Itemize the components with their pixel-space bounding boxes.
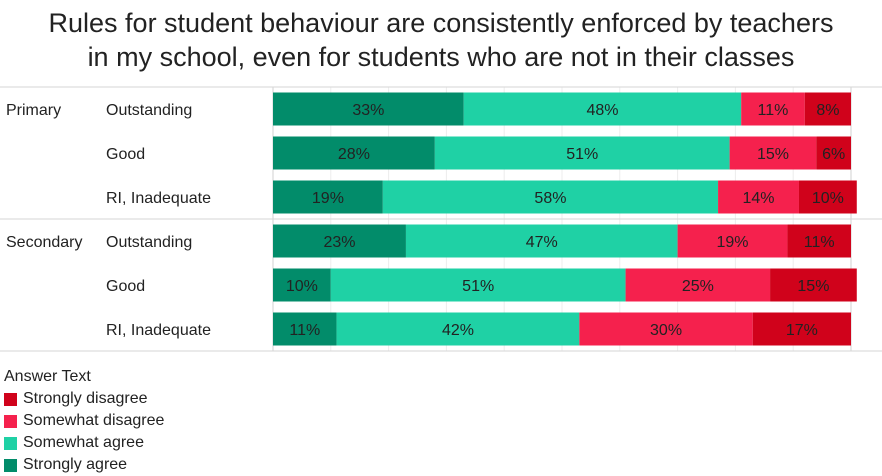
legend-item-strongly-disagree: Strongly disagree	[4, 388, 164, 410]
data-label-strongly-agree: 28%	[338, 146, 370, 163]
data-label-somewhat-agree: 58%	[534, 190, 566, 207]
bar-segment-somewhat-disagree	[729, 136, 817, 170]
legend-swatch-somewhat-agree	[4, 436, 17, 450]
data-label-strongly-agree: 10%	[286, 278, 318, 295]
data-label-strongly-disagree: 10%	[812, 190, 844, 207]
bar-segment-somewhat-agree	[330, 268, 626, 302]
bar-segment-strongly-agree	[273, 224, 406, 258]
bar-segment-somewhat-disagree	[741, 92, 805, 126]
category-label-outstanding: Outstanding	[106, 234, 192, 251]
legend-swatch-strongly-disagree	[4, 392, 17, 406]
category-label-ri-inadequate: RI, Inadequate	[106, 190, 211, 207]
data-label-somewhat-disagree: 19%	[716, 234, 748, 251]
bar-segment-strongly-agree	[273, 92, 464, 126]
legend: Answer Text Strongly disagree Somewhat d…	[4, 366, 164, 476]
group-label-primary: Primary	[6, 102, 61, 119]
bar-segment-somewhat-disagree	[677, 224, 788, 258]
category-label-outstanding: Outstanding	[106, 102, 192, 119]
bar-segment-strongly-disagree	[752, 312, 851, 346]
data-label-strongly-agree: 33%	[352, 102, 384, 119]
bar-segment-somewhat-agree	[405, 224, 678, 258]
data-label-strongly-disagree: 8%	[816, 102, 839, 119]
bar-segment-somewhat-agree	[382, 180, 719, 214]
bar-segment-somewhat-agree	[434, 136, 730, 170]
bar-segment-strongly-agree	[273, 268, 331, 302]
data-label-somewhat-agree: 48%	[586, 102, 618, 119]
category-label-good: Good	[106, 278, 145, 295]
bar-segment-strongly-disagree	[804, 92, 851, 126]
data-label-somewhat-agree: 51%	[566, 146, 598, 163]
bar-segment-somewhat-agree	[336, 312, 580, 346]
legend-title: Answer Text	[4, 368, 91, 385]
data-label-somewhat-disagree: 11%	[758, 102, 789, 119]
bar-segment-somewhat-disagree	[625, 268, 771, 302]
legend-label-somewhat-agree: Somewhat agree	[23, 434, 144, 451]
data-label-somewhat-agree: 47%	[526, 234, 558, 251]
data-label-somewhat-disagree: 14%	[743, 190, 775, 207]
legend-label-somewhat-disagree: Somewhat disagree	[23, 412, 165, 429]
data-label-somewhat-disagree: 30%	[650, 322, 682, 339]
bar-segment-strongly-disagree	[816, 136, 851, 170]
chart-title-line-2: in my school, even for students who are …	[87, 42, 795, 72]
data-label-somewhat-agree: 51%	[462, 278, 494, 295]
bar-segment-strongly-disagree	[798, 180, 857, 214]
bar-segment-strongly-agree	[273, 136, 435, 170]
legend-item-strongly-agree: Strongly agree	[4, 454, 164, 476]
chart-title: Rules for student behaviour are consiste…	[0, 6, 882, 74]
group-label-secondary: Secondary	[6, 234, 83, 251]
data-label-somewhat-disagree: 25%	[682, 278, 714, 295]
bar-segment-strongly-disagree	[787, 224, 851, 258]
data-label-somewhat-disagree: 15%	[757, 146, 789, 163]
bar-segment-strongly-agree	[273, 312, 337, 346]
bar-segment-strongly-agree	[273, 180, 383, 214]
bar-segment-somewhat-disagree	[718, 180, 799, 214]
legend-item-somewhat-agree: Somewhat agree	[4, 432, 164, 454]
bar-segment-somewhat-disagree	[579, 312, 753, 346]
data-label-strongly-disagree: 6%	[822, 146, 845, 163]
legend-label-strongly-disagree: Strongly disagree	[23, 390, 148, 407]
legend-swatch-somewhat-disagree	[4, 414, 17, 428]
data-label-strongly-agree: 11%	[289, 322, 320, 339]
data-label-strongly-disagree: 17%	[786, 322, 818, 339]
data-label-strongly-agree: 19%	[312, 190, 344, 207]
legend-swatch-strongly-agree	[4, 458, 17, 472]
chart-title-line-1: Rules for student behaviour are consiste…	[48, 8, 834, 38]
stacked-bar-chart: Primary Secondary Outstanding 33% 48% 11% 8% Go…	[0, 86, 882, 352]
data-label-strongly-disagree: 11%	[804, 234, 835, 251]
data-label-strongly-disagree: 15%	[797, 278, 829, 295]
bar-segment-somewhat-agree	[463, 92, 742, 126]
legend-item-somewhat-disagree: Somewhat disagree	[4, 410, 164, 432]
data-label-strongly-agree: 23%	[323, 234, 355, 251]
legend-label-strongly-agree: Strongly agree	[23, 456, 128, 473]
category-label-good: Good	[106, 146, 145, 163]
data-label-somewhat-agree: 42%	[442, 322, 474, 339]
category-label-ri-inadequate: RI, Inadequate	[106, 322, 211, 339]
bar-segment-strongly-disagree	[770, 268, 857, 302]
